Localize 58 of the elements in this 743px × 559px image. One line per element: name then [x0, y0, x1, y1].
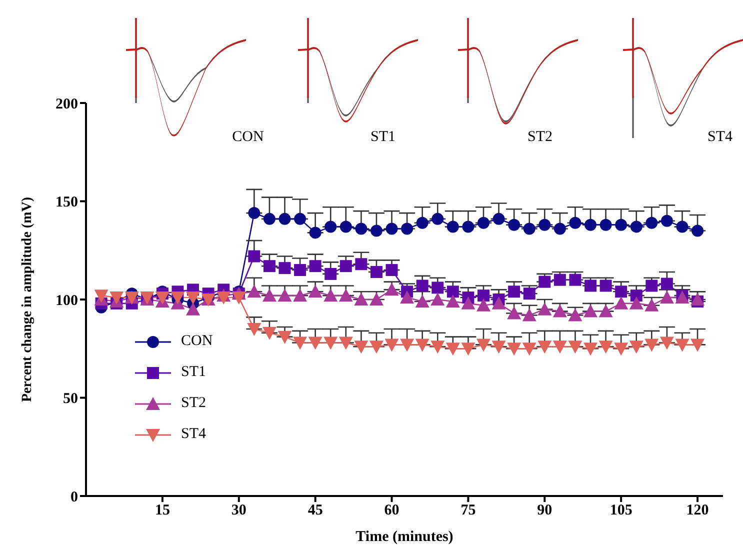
- y-tick-label: 0: [70, 489, 78, 506]
- x-tick-label: 105: [610, 502, 632, 519]
- point: [554, 222, 566, 235]
- x-tick-label: 15: [154, 502, 170, 519]
- point: [614, 296, 628, 310]
- point: [262, 326, 276, 340]
- point: [446, 286, 459, 298]
- point: [446, 294, 460, 308]
- point: [309, 260, 322, 272]
- point: [692, 224, 704, 237]
- y-tick-label: 150: [56, 194, 78, 211]
- point: [155, 292, 170, 305]
- point: [110, 292, 124, 305]
- x-tick-label: 120: [686, 502, 709, 519]
- point: [308, 284, 322, 298]
- point: [508, 218, 520, 231]
- annotation: CON: [232, 129, 264, 145]
- x-tick-label: 30: [231, 502, 246, 519]
- point: [568, 308, 582, 322]
- point: [216, 292, 231, 305]
- y-tick-label: 100: [56, 292, 78, 309]
- point: [247, 322, 262, 336]
- point: [432, 212, 444, 225]
- x-tick-label: 45: [308, 502, 323, 519]
- legend-label: ST4: [181, 426, 206, 443]
- point: [538, 218, 551, 231]
- point: [247, 284, 262, 298]
- point: [278, 330, 292, 344]
- point: [477, 216, 490, 229]
- x-tick-label: 90: [537, 502, 552, 519]
- legend-label: CON: [181, 333, 213, 350]
- y-tick-label: 200: [56, 96, 78, 112]
- point: [523, 222, 536, 235]
- y-tick-label: 50: [63, 391, 78, 408]
- annotation: ST4: [707, 129, 733, 145]
- x-tick-label: 60: [384, 502, 400, 519]
- point: [492, 212, 505, 225]
- point: [309, 226, 322, 239]
- x-tick-label: 75: [460, 502, 476, 519]
- point: [676, 220, 688, 233]
- point: [476, 298, 490, 312]
- legend-label: ST1: [181, 364, 206, 381]
- point: [416, 216, 428, 229]
- point: [186, 292, 200, 305]
- annotation: ST1: [370, 129, 396, 145]
- legend-label: ST2: [181, 395, 206, 412]
- point: [232, 292, 246, 305]
- point: [94, 290, 108, 303]
- y-axis-title: Percent change in amplitude (mV): [20, 196, 35, 402]
- x-axis-title: Time (minutes): [356, 529, 454, 545]
- point: [324, 268, 337, 280]
- point: [248, 207, 260, 220]
- point: [492, 296, 506, 310]
- point: [615, 286, 628, 298]
- point: [430, 292, 445, 306]
- point: [186, 302, 200, 316]
- annotation: ST2: [527, 129, 553, 145]
- point: [415, 294, 430, 308]
